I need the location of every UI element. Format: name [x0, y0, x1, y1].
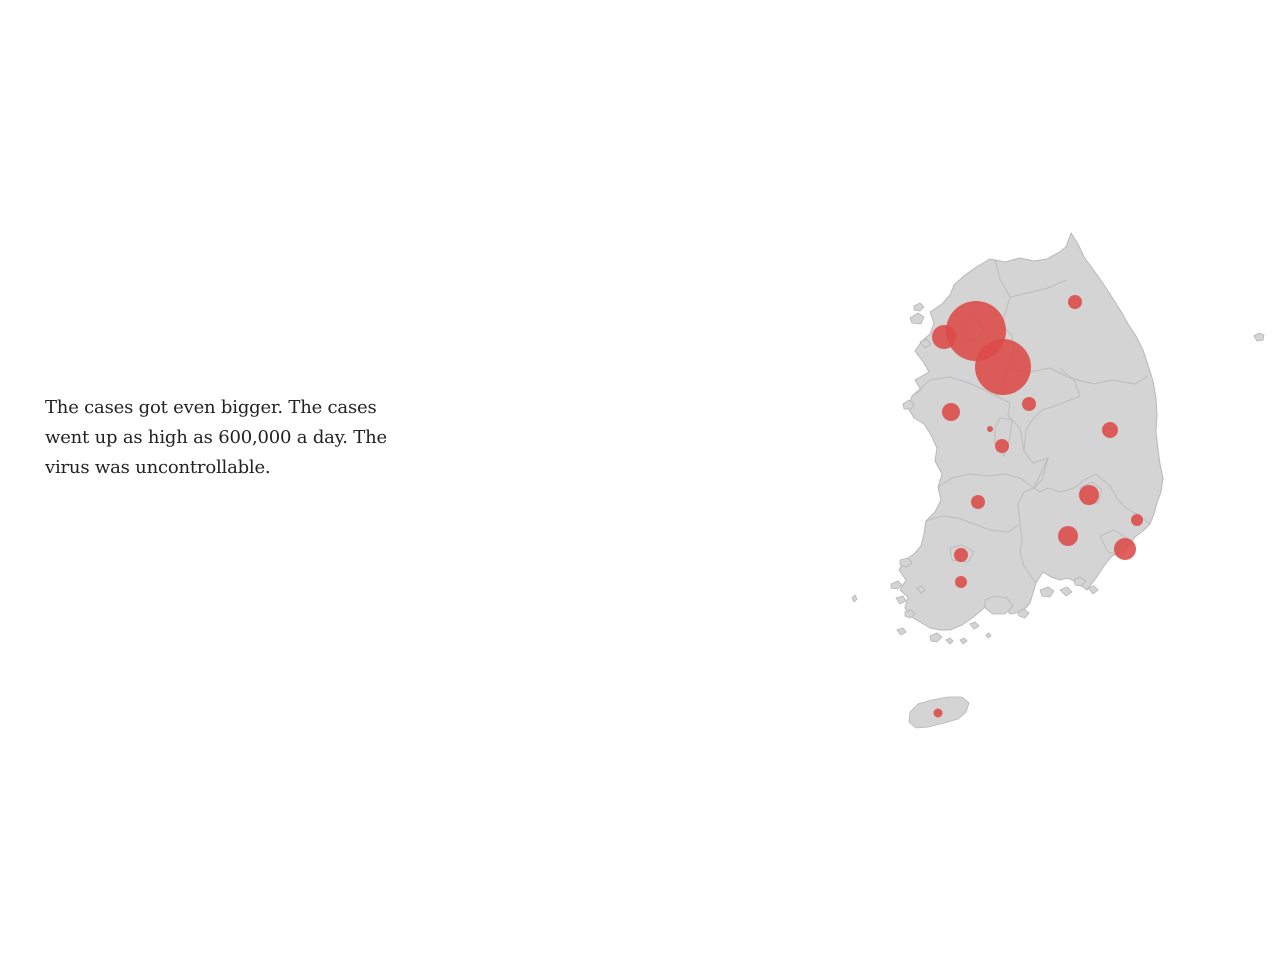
- bubble-gwangju: [954, 548, 968, 562]
- ulleungdo-island: [1253, 332, 1265, 342]
- bubble-jeonbuk: [971, 495, 985, 509]
- bubble-chungbuk: [1022, 397, 1036, 411]
- case-bubbles: [932, 295, 1143, 718]
- bubble-ulsan: [1131, 514, 1143, 526]
- bubble-gangwon: [1068, 295, 1082, 309]
- bubble-jeonnam: [955, 576, 967, 588]
- bubble-chungnam: [942, 403, 960, 421]
- bubble-gyeongnam: [1058, 526, 1078, 546]
- southern-islands: [969, 576, 1099, 630]
- bubble-daejeon: [995, 439, 1009, 453]
- western-islands: [851, 302, 992, 645]
- bubble-busan: [1114, 538, 1136, 560]
- bubble-gyeonggi: [975, 339, 1031, 395]
- story-paragraph: The cases got even bigger. The cases wen…: [45, 397, 387, 478]
- bubble-daegu: [1079, 485, 1099, 505]
- bubble-sejong: [987, 426, 993, 432]
- bubble-gyeongbuk: [1102, 422, 1118, 438]
- bubble-incheon: [932, 325, 956, 349]
- city-borders: [949, 317, 1131, 563]
- bubble-jeju: [933, 708, 943, 718]
